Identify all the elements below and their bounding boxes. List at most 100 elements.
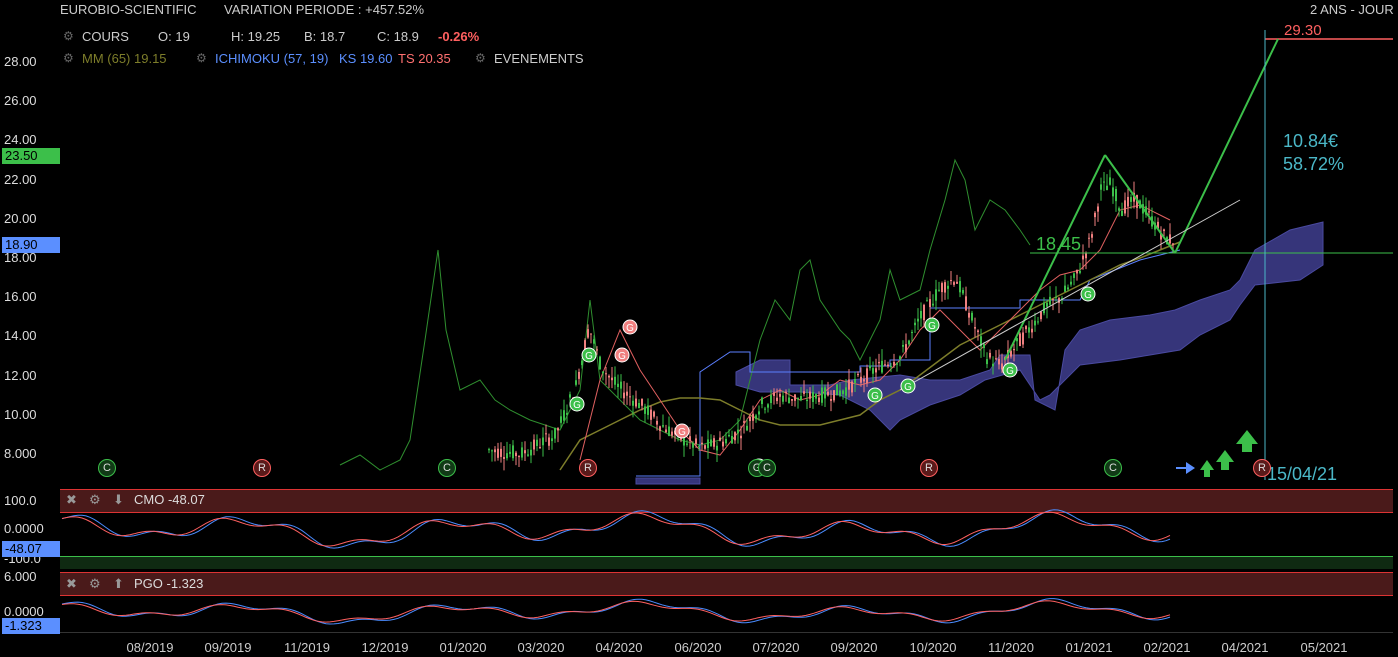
close-icon[interactable]: ✖	[66, 492, 77, 507]
candle-body	[980, 336, 982, 347]
candle-body	[794, 394, 796, 401]
candle-body	[761, 397, 763, 405]
candle-body	[527, 454, 529, 456]
target-label: 29.30	[1284, 22, 1322, 39]
candle-body	[1025, 326, 1027, 330]
candle-body	[512, 445, 514, 459]
candle-body	[1118, 208, 1120, 211]
candle-body	[755, 415, 757, 419]
arrow-up-icon	[1200, 460, 1214, 477]
candle-body	[530, 449, 532, 456]
event-marker[interactable]: C	[98, 459, 116, 477]
candle-body	[521, 447, 523, 458]
candle-body	[956, 281, 958, 284]
candle-body	[983, 344, 985, 348]
trend-line	[1104, 154, 1176, 254]
signal-marker-letter: G	[1006, 366, 1014, 377]
arrow-up-icon[interactable]: ⬆	[113, 576, 124, 591]
price-tick: 24.00	[4, 132, 37, 147]
price-tick: 20.00	[4, 211, 37, 226]
x-tick: 01/2021	[1065, 640, 1113, 655]
candle-body	[683, 436, 685, 446]
candle-body	[560, 416, 562, 423]
gear-icon[interactable]: ⚙	[475, 51, 486, 65]
signal-marker: G	[900, 378, 916, 394]
signal-marker-circle	[867, 387, 883, 403]
x-tick: 08/2019	[126, 640, 174, 655]
x-tick: 02/2021	[1143, 640, 1191, 655]
trend-line	[1174, 38, 1279, 254]
event-marker[interactable]: C	[758, 459, 776, 477]
candle-body	[989, 352, 991, 358]
high-price-tag: 23.50	[2, 148, 60, 164]
candle-body	[614, 376, 616, 385]
signal-marker: G	[1080, 286, 1096, 302]
candle-body	[1034, 320, 1036, 326]
event-marker[interactable]: R	[579, 459, 597, 477]
signal-marker: G	[674, 423, 690, 439]
signal-marker: G	[581, 347, 597, 363]
candle-body	[626, 391, 628, 396]
event-marker[interactable]: R	[1253, 459, 1271, 477]
signal-marker-circle	[581, 347, 597, 363]
close-icon[interactable]: ✖	[66, 576, 77, 591]
candle-body	[1040, 311, 1042, 320]
gear-icon[interactable]: ⚙	[63, 29, 74, 43]
signal-marker-letter: G	[618, 351, 626, 362]
candle-body	[785, 391, 787, 394]
event-marker[interactable]: C	[1104, 459, 1122, 477]
x-axis-line	[60, 632, 1393, 633]
pgo-top-tick: 6.000	[4, 569, 37, 584]
candle-body	[605, 373, 607, 375]
candle-body	[518, 456, 520, 458]
cours-label: COURS	[82, 29, 129, 44]
period-selector[interactable]: 2 ANS - JOUR	[1310, 2, 1394, 17]
candle-body	[848, 379, 850, 390]
signal-marker-letter: G	[1084, 290, 1092, 301]
candle-body	[707, 439, 709, 448]
gear-icon[interactable]: ⚙	[196, 51, 207, 65]
candle-body	[974, 327, 976, 329]
pgo-mid-tick: 0.0000	[4, 604, 44, 619]
candle-body	[659, 426, 661, 432]
gear-icon[interactable]: ⚙	[89, 576, 101, 591]
x-tick: 12/2019	[361, 640, 409, 655]
candle-body	[839, 390, 841, 396]
candle-body	[725, 438, 727, 444]
candle-body	[599, 356, 601, 370]
candle-body	[749, 416, 751, 422]
event-marker[interactable]: C	[438, 459, 456, 477]
signal-marker-circle	[1080, 286, 1096, 302]
candle-body	[623, 392, 625, 399]
candle-body	[635, 398, 637, 407]
candle-body	[764, 408, 766, 410]
candle-body	[821, 387, 823, 403]
candle-body	[665, 429, 667, 433]
gear-icon[interactable]: ⚙	[63, 51, 74, 65]
candle-body	[833, 390, 835, 401]
candle-body	[1022, 332, 1024, 345]
candle-body	[854, 378, 856, 383]
candle-body	[797, 397, 799, 400]
event-marker[interactable]: R	[253, 459, 271, 477]
x-tick: 03/2020	[517, 640, 565, 655]
candle-body	[542, 437, 544, 446]
candle-body	[1067, 287, 1069, 290]
candle-body	[653, 411, 655, 417]
candle-body	[575, 380, 577, 385]
x-tick: 07/2020	[752, 640, 800, 655]
price-tick: 16.00	[4, 289, 37, 304]
candle-body	[551, 438, 553, 442]
candle-body	[1160, 233, 1162, 240]
arrow-down-icon[interactable]: ⬇	[113, 492, 124, 507]
event-marker[interactable]: R	[920, 459, 938, 477]
candle-body	[1157, 221, 1159, 229]
gear-icon[interactable]: ⚙	[89, 492, 101, 507]
candle-body	[596, 349, 598, 351]
candle-body	[845, 387, 847, 396]
candle-body	[1172, 243, 1174, 245]
candle-body	[1097, 206, 1099, 212]
candle-body	[1148, 211, 1150, 213]
candle-body	[827, 391, 829, 396]
candle-body	[941, 283, 943, 293]
